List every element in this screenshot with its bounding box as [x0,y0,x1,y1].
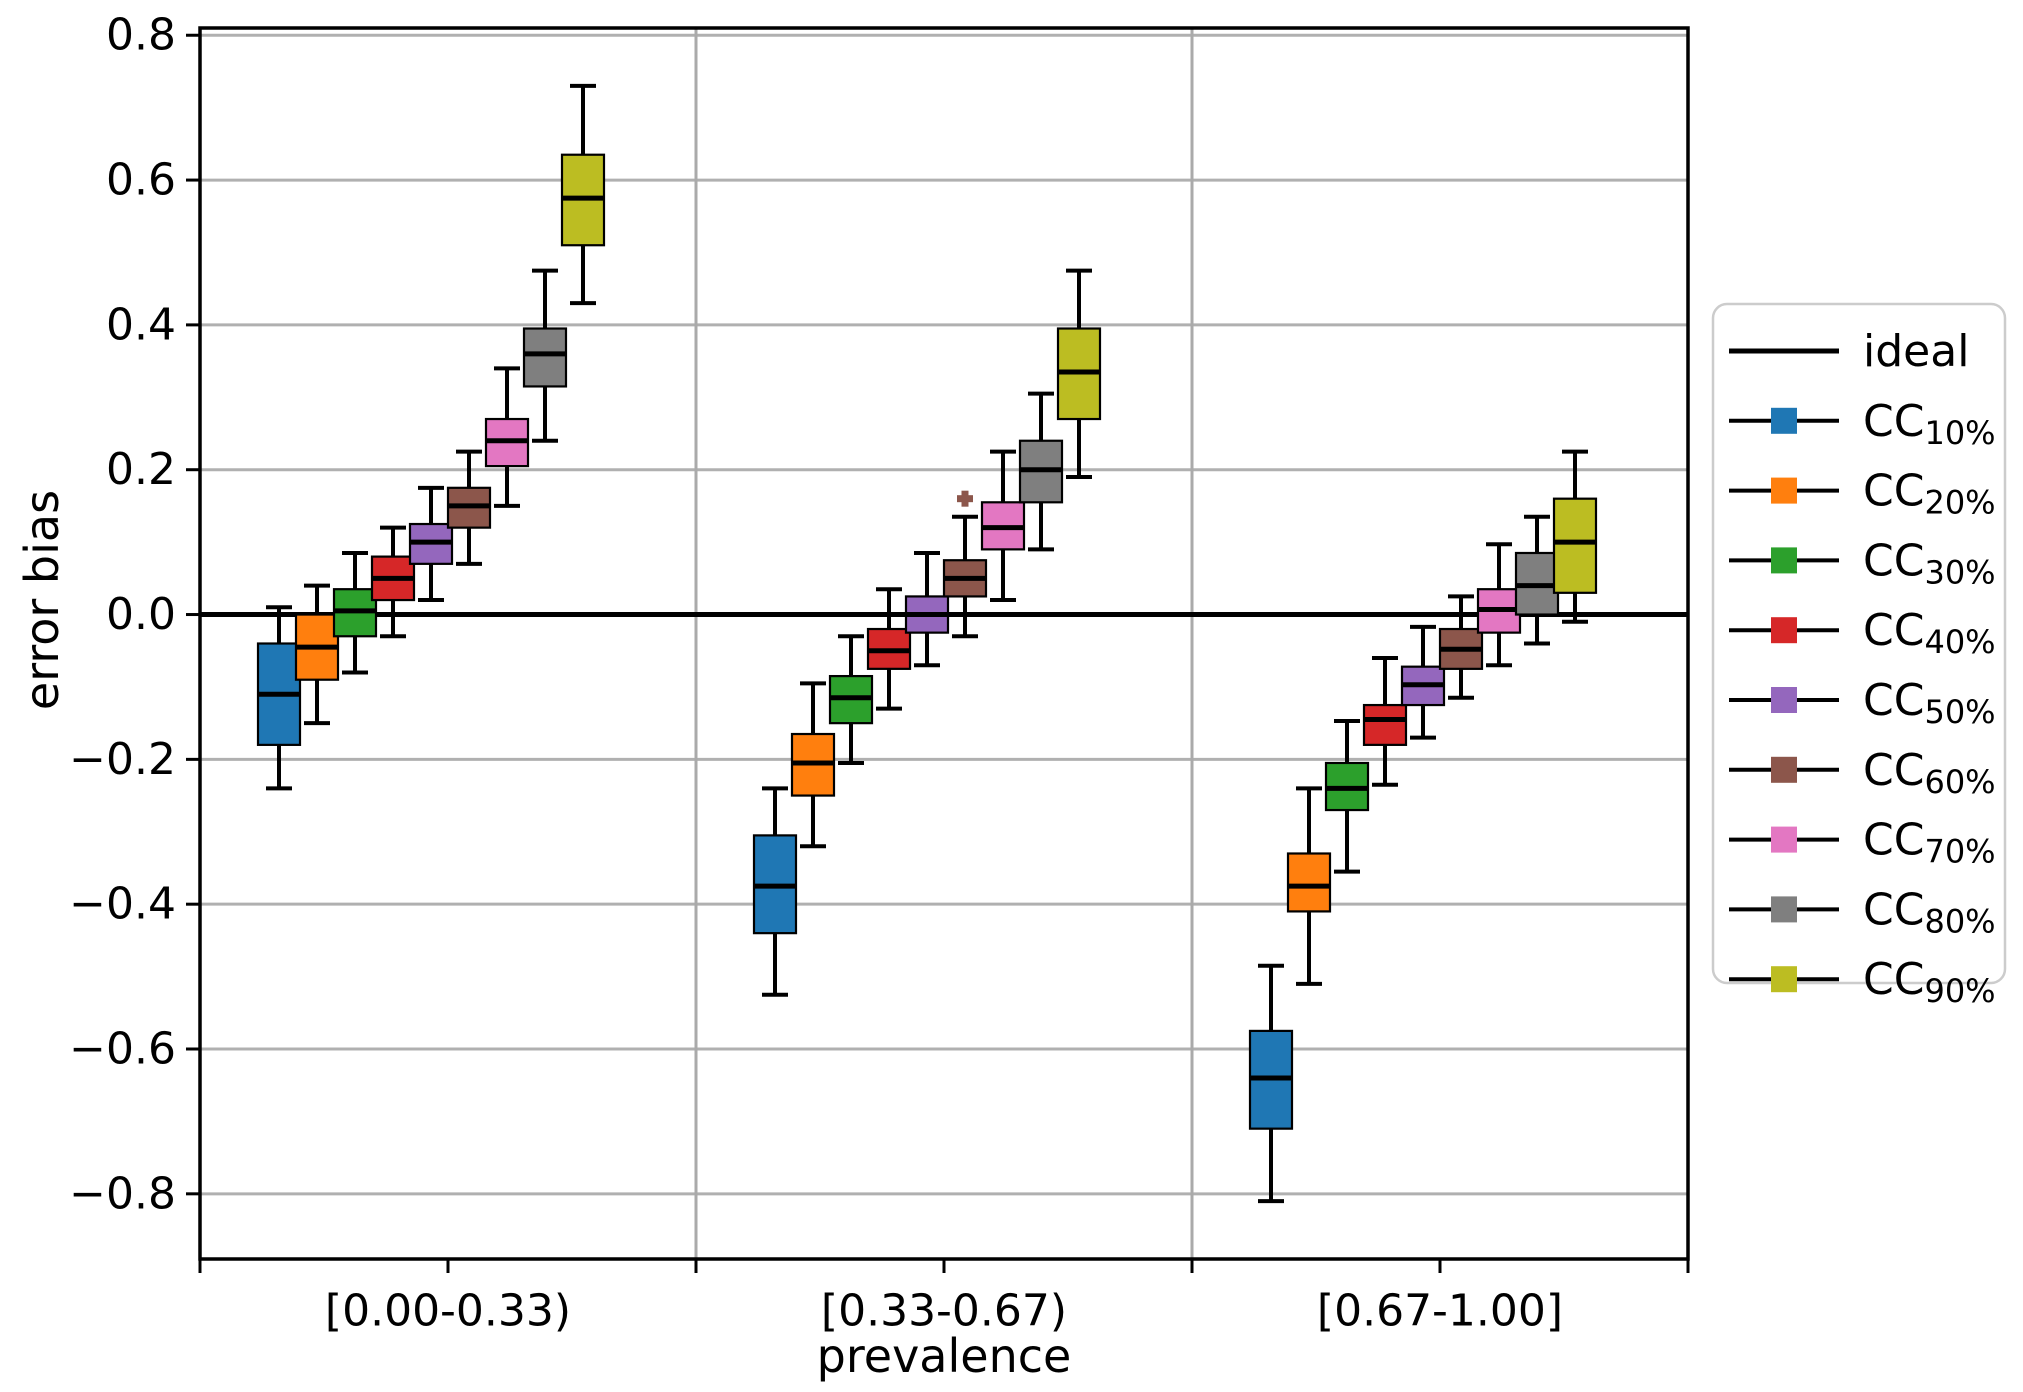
legend-marker [1771,687,1797,713]
y-tick-label: −0.6 [69,1024,176,1075]
box-20%-group3 [1286,786,1332,986]
box-40%-group1 [370,525,416,639]
box-20%-group1 [294,583,340,726]
y-tick-label: 0.8 [106,10,176,61]
box-body [522,327,568,388]
legend-marker [1771,477,1797,504]
legend-entry-cc-20%: CC20% [1729,465,1996,522]
legend-marker [1771,826,1797,853]
box-70%-group3 [1476,542,1522,668]
y-tick-label: −0.4 [69,879,176,930]
y-tick-label: −0.2 [69,734,176,785]
box-30%-group2 [828,634,874,765]
y-tick-label: 0.6 [106,155,176,206]
box-50%-group1 [408,485,454,603]
box-30%-group3 [1324,718,1370,874]
box-70%-group2 [980,449,1026,603]
box-90%-group1 [560,83,606,306]
box-30%-group1 [332,550,378,675]
legend-label: CC40% [1863,605,1996,662]
legend-marker [1771,407,1797,434]
box-90%-group2 [1056,268,1102,479]
box-body [1362,703,1408,746]
box-80%-group1 [522,268,568,443]
box-10%-group3 [1248,963,1294,1204]
legend-label: CC30% [1863,535,1996,592]
box-80%-group2 [1018,391,1064,552]
legend-label: CC80% [1863,884,1996,941]
legend-label: CC50% [1863,675,1996,732]
legend-label: CC10% [1863,395,1996,452]
x-tick-label: [0.33-0.67) [821,1286,1067,1337]
legend-marker [1771,617,1797,644]
legend-entry-ideal: ideal [1729,326,1969,377]
box-50%-group3 [1400,624,1446,740]
legend-entry-cc-10%: CC10% [1729,395,1996,452]
legend-label: ideal [1863,326,1969,377]
x-tick-label: [0.67-1.00] [1317,1286,1563,1337]
legend-marker [1771,756,1797,783]
y-tick-label: 0.4 [106,299,176,350]
box-10%-group1 [256,605,302,791]
box-40%-group3 [1362,655,1408,787]
x-axis-label: prevalence [817,1329,1072,1383]
box-10%-group2 [752,786,798,997]
box-body [1552,497,1598,594]
box-60%-group1 [446,449,492,566]
legend-marker [1771,966,1797,993]
box-90%-group3 [1552,449,1598,624]
box-20%-group2 [790,681,836,849]
y-tick-label: 0.2 [106,444,176,495]
legend-entry-cc-60%: CC60% [1729,744,1996,801]
legend-entry-cc-90%: CC90% [1729,954,1996,1011]
legend-label: CC70% [1863,814,1996,871]
legend-entry-cc-30%: CC30% [1729,535,1996,592]
legend-entry-cc-80%: CC80% [1729,884,1996,941]
legend-label: CC20% [1863,465,1996,521]
box-70%-group1 [484,366,530,508]
legend-entry-cc-40%: CC40% [1729,605,1996,662]
x-tick-label: [0.00-0.33) [325,1286,571,1337]
box-60%-group3 [1438,594,1484,700]
box-50%-group2 [904,550,950,668]
legend-marker [1771,896,1797,923]
box-60%-group2 [942,490,988,639]
legend-box [1711,302,2007,985]
box-40%-group2 [866,587,912,711]
legend-marker [1771,547,1797,574]
legend-entry-cc-70%: CC70% [1729,814,1996,871]
y-tick-label: −0.8 [69,1168,176,1219]
legend-entry-cc-50%: CC50% [1729,675,1996,732]
y-axis-label: error bias [15,490,69,710]
y-tick-label: 0.0 [106,589,176,640]
legend-label: CC90% [1863,954,1996,1011]
box-body [1286,852,1332,913]
box-80%-group3 [1514,514,1560,646]
legend-label: CC60% [1863,744,1996,801]
